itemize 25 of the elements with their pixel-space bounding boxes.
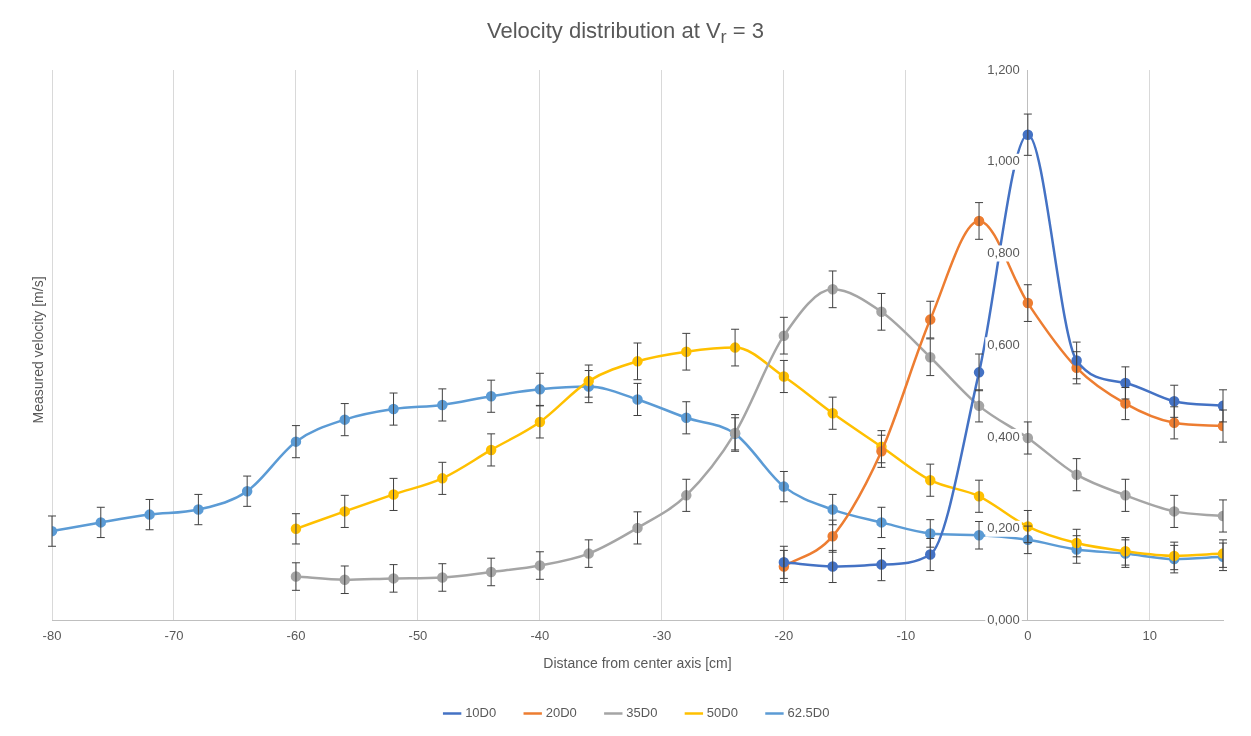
y-tick-label: 0,600 [987,336,1020,352]
x-tick-label: -80 [42,627,62,643]
x-tick-label: -20 [774,627,794,643]
legend-label: 62.5D0 [787,705,830,721]
y-axis-title: Measured velocity [m/s] [30,276,46,424]
legend-label: 10D0 [465,705,497,721]
y-tick-label: 1,200 [987,61,1020,77]
legend-label: 20D0 [545,705,577,721]
x-tick-label: 0 [1024,627,1032,643]
x-tick-label: -60 [286,627,306,643]
x-tick-label: -40 [530,627,550,643]
y-tick-label: 1,000 [987,153,1020,169]
y-tick-label: 0,200 [987,520,1020,536]
legend-label: 35D0 [626,705,658,721]
y-tick-label: 0,400 [987,428,1020,444]
chart-title: Velocity distribution at V$_{r}$ = 3 [486,18,765,49]
x-tick-label: -70 [164,627,184,643]
y-tick-label: 0,800 [987,245,1020,261]
x-axis-title: Distance from center axis [cm] [543,655,732,672]
legend-label: 50D0 [706,705,738,721]
x-tick-label: 10 [1142,627,1158,643]
x-tick-label: -50 [408,627,428,643]
x-tick-label: -30 [652,627,672,643]
x-tick-label: -10 [896,627,916,643]
y-tick-label: 0,000 [987,612,1020,628]
